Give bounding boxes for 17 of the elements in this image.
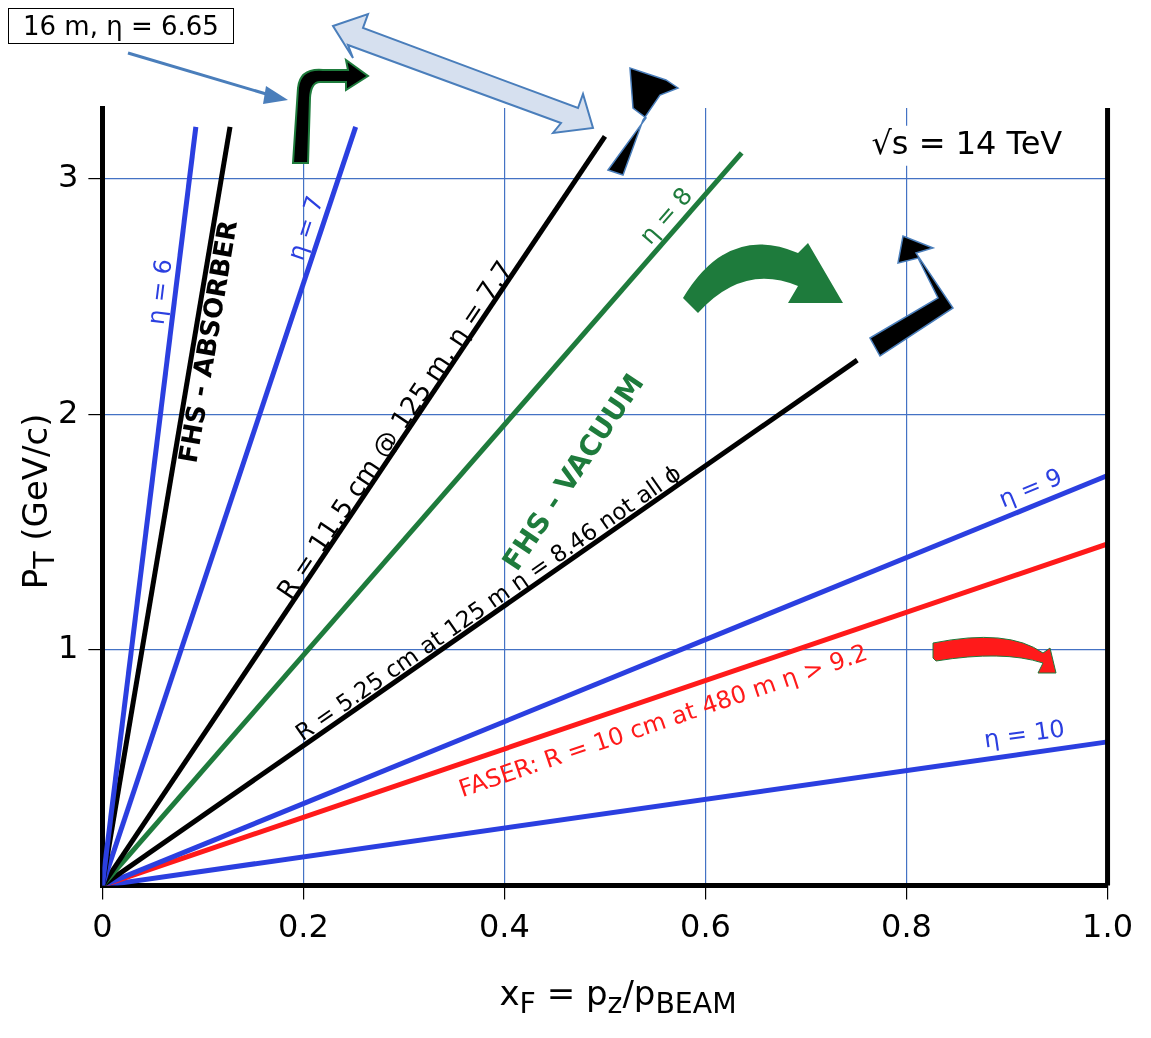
y-tick-label: 1 (58, 628, 79, 667)
text: η = 9 (994, 462, 1067, 514)
text: η = 8 (633, 181, 699, 250)
x-axis-title: x$_{F}$ = p$_{z}$/p$_{BEAM}$ (498, 973, 738, 1020)
x-tick-label: 0.2 (277, 907, 329, 946)
x-tick-label: 1.0 (1082, 907, 1133, 946)
x-tick-label: 0.6 (680, 907, 731, 946)
text: FASER: R = 10 cm at 480 m η > 9.2 (455, 638, 871, 803)
text: 16 m, η = 6.65 (8, 8, 234, 44)
x-tick-label: 0.8 (881, 907, 932, 946)
annotation: √s = 14 TeV (871, 124, 1063, 163)
x-tick-label: 0 (92, 907, 113, 946)
y-tick-label: 3 (58, 157, 79, 195)
y-tick-label: 2 (58, 392, 79, 431)
x-tick-label: 0.4 (478, 907, 530, 946)
text: η = 7 (281, 192, 329, 264)
text: η = 10 (982, 714, 1067, 754)
